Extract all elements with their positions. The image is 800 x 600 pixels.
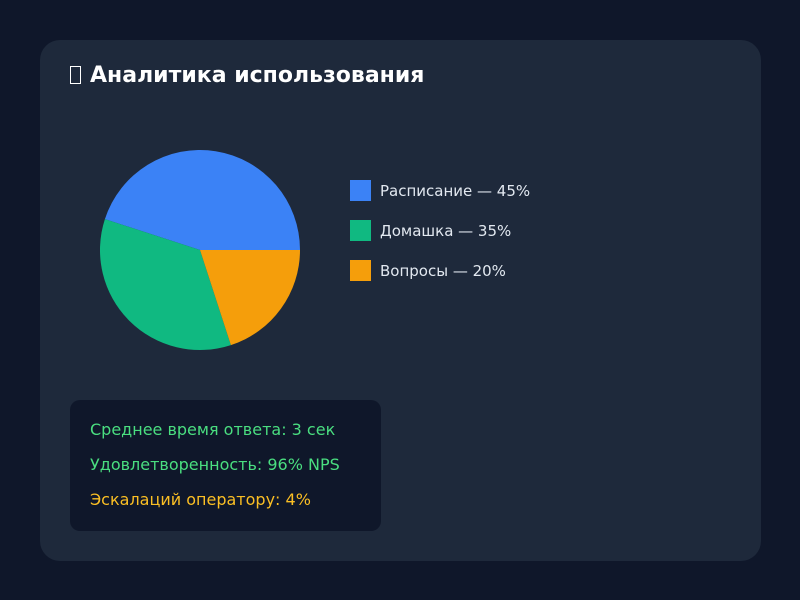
chart-icon [70,66,81,84]
legend-label-2: Домашка — 35% [380,222,511,240]
legend-swatch-2 [350,220,371,241]
legend-label-1: Расписание — 45% [380,182,530,200]
chart-legend: Расписание — 45% Домашка — 35% Вопросы — 2… [350,180,530,281]
legend-swatch-1 [350,180,371,201]
page-title: Аналитика использования [70,61,424,91]
stat-escalations: Эскалаций оператору: 4% [90,490,311,509]
legend-swatch-3 [350,260,371,281]
analytics-card: Аналитика использования Расписание — 45%… [40,40,761,561]
stat-satisfaction: Удовлетворенность: 96% NPS [90,455,340,474]
pie-slice-1 [104,149,300,250]
pie-slices [99,149,300,351]
page-title-text: Аналитика использования [90,63,425,88]
stat-response-time: Среднее время ответа: 3 сек [90,420,336,439]
stats-panel: Среднее время ответа: 3 сек Удовлетворен… [70,400,381,531]
pie-slice-3 [200,250,300,346]
pie-chart: Расписание — 45% Домашка — 35% Вопросы — 2… [99,149,530,351]
legend-label-3: Вопросы — 20% [380,262,506,280]
pie-slice-2 [99,219,231,351]
